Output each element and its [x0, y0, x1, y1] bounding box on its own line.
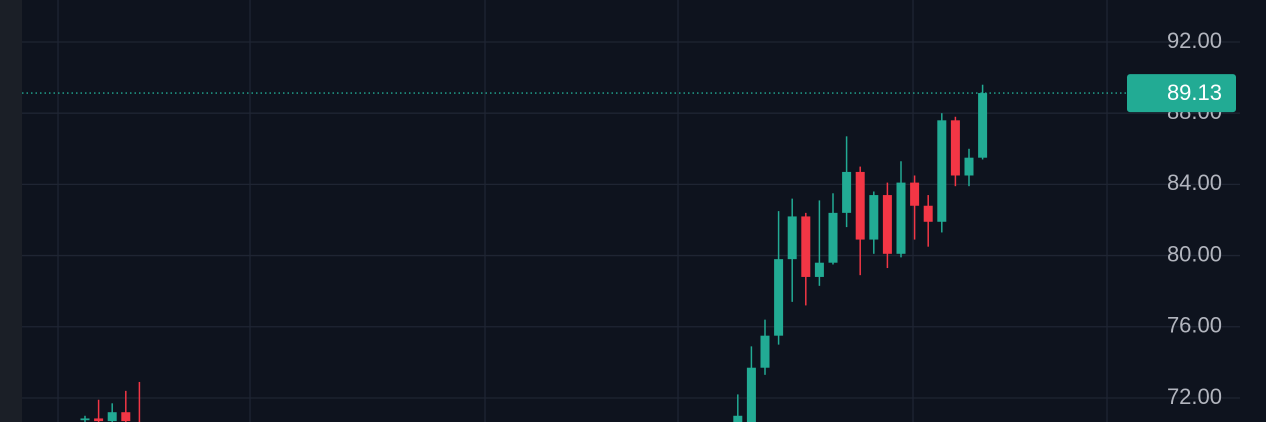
last-price-box [1127, 74, 1236, 113]
candle-body [80, 418, 90, 421]
candle-body [882, 195, 892, 254]
vertical-grid [57, 0, 1108, 422]
candle-body [94, 418, 104, 422]
candle-body [814, 262, 824, 277]
candle-body [121, 412, 131, 422]
candle-body [107, 412, 117, 422]
candle-body [950, 120, 960, 176]
candle-body [746, 367, 756, 422]
y-tick-label: 72.00 [1167, 384, 1222, 409]
y-tick-label: 92.00 [1167, 28, 1222, 53]
candle-body [855, 171, 865, 240]
candle-body [896, 182, 906, 254]
candle-body [937, 120, 947, 222]
candle-body [774, 259, 784, 336]
y-tick-label: 80.00 [1167, 241, 1222, 266]
candles [80, 84, 988, 422]
candle-body [828, 212, 838, 263]
y-tick-label: 76.00 [1167, 313, 1222, 338]
candle-body [964, 157, 974, 176]
candle-body [801, 216, 811, 277]
candle-body [869, 195, 879, 240]
last-price-label: 89.13 [1167, 80, 1222, 105]
candle-body [923, 205, 933, 222]
candle-body [910, 182, 920, 206]
candle-body [787, 216, 797, 260]
left-strip [0, 0, 22, 422]
candle-body [842, 171, 852, 213]
candle-body [760, 335, 770, 368]
y-tick-label: 84.00 [1167, 170, 1222, 195]
candle-body [733, 415, 743, 422]
candle-body [978, 93, 988, 158]
